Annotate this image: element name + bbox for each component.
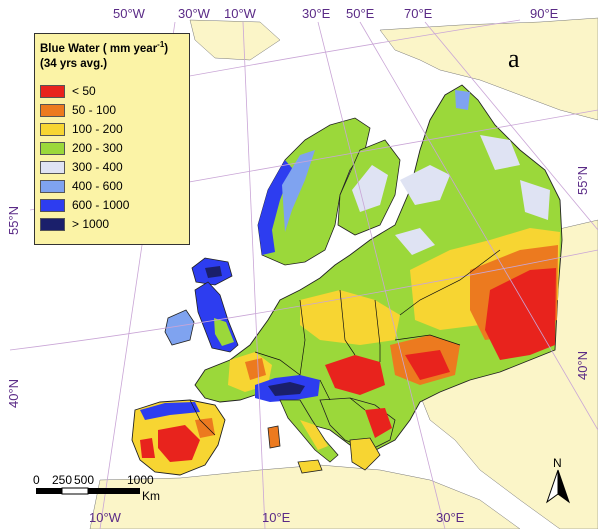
legend-item: 400 - 600 [40, 177, 190, 195]
legend-swatch [40, 85, 65, 98]
legend-title-text: Blue Water ( mm year [40, 42, 158, 55]
panel-label: a [508, 44, 520, 73]
graticule-label-top-70e: 70°E [404, 6, 433, 21]
iberia-red-1 [158, 425, 200, 462]
north-arrow-icon: N [546, 456, 570, 504]
legend-label: 600 - 1000 [72, 198, 130, 212]
balkans-red [365, 408, 392, 438]
graticule-label-bottom-10w: 10°W [89, 510, 121, 525]
legend-item: 600 - 1000 [40, 196, 190, 214]
outside-land-south [89, 464, 521, 529]
legend-title-close: ) [164, 42, 169, 55]
legend-title: Blue Water ( mm year-1) [40, 40, 168, 55]
legend-swatch [40, 123, 65, 136]
legend-item: 100 - 200 [40, 120, 190, 138]
scale-unit: Km [142, 489, 160, 503]
graticule-label-top-30e: 30°E [302, 6, 331, 21]
russia-wet-3 [520, 180, 550, 220]
legend-subtitle: (34 yrs avg.) [40, 58, 108, 70]
poland-germany-dry [300, 290, 400, 345]
graticule-label-left-40n: 40°N [6, 378, 21, 408]
legend-title-exponent: -1 [157, 40, 165, 49]
outside-land-north [379, 17, 598, 121]
pannonian-red [325, 355, 385, 395]
graticule-label-left-55n: 55°N [6, 205, 21, 235]
south-russia-red [485, 268, 556, 360]
scale-bar-segment [88, 488, 140, 494]
legend-label: 400 - 600 [72, 179, 123, 193]
italy-dry [300, 420, 328, 450]
greece [349, 437, 381, 471]
legend-item: 300 - 400 [40, 158, 190, 176]
north-arrow-left [546, 469, 559, 504]
russia-wet-2 [480, 135, 520, 170]
ukraine-red [405, 350, 450, 380]
legend-swatch [40, 180, 65, 193]
iceland-core [205, 266, 222, 278]
graticule-label-top-10w: 10°W [224, 6, 256, 21]
legend: Blue Water ( mm year-1) (34 yrs avg.) < … [34, 33, 190, 245]
iberia-orange [195, 418, 215, 438]
scale-bar-segment [36, 488, 62, 494]
graticule-label-top-50w: 50°W [113, 6, 145, 21]
legend-swatch [40, 161, 65, 174]
legend-item: < 50 [40, 82, 190, 100]
legend-item: 200 - 300 [40, 139, 190, 157]
legend-label: < 50 [72, 84, 96, 98]
graticule-label-right-40n: 40°N [575, 350, 590, 380]
sicily [297, 459, 323, 474]
north-arrow-right [557, 469, 570, 504]
legend-label: 300 - 400 [72, 160, 123, 174]
scale-bar-segment [61, 487, 89, 495]
north-label: N [553, 456, 562, 470]
russia-wet-5 [395, 228, 435, 255]
scale-tick-label: 250 [52, 473, 72, 487]
sardinia [267, 425, 281, 449]
iberia-north-wet [140, 402, 200, 420]
legend-label: 200 - 300 [72, 141, 123, 155]
greenland-land [189, 19, 281, 61]
graticule-label-right-55n: 55°N [575, 165, 590, 195]
legend-swatch [40, 104, 65, 117]
norway-mountains [282, 150, 315, 232]
france-orange [245, 358, 266, 380]
graticule-label-top-90e: 90°E [530, 6, 559, 21]
graticule-label-top-50e: 50°E [346, 6, 375, 21]
russia-wet-4 [455, 90, 470, 110]
finland-wet [352, 165, 388, 212]
graticule-label-top-30w: 30°W [178, 6, 210, 21]
ireland [164, 309, 195, 346]
scale-tick-label: 1000 [127, 473, 154, 487]
iberia-red-2 [140, 438, 155, 458]
graticule-label-bottom-10e: 10°E [262, 510, 291, 525]
graticule-label-bottom-30e: 30°E [436, 510, 465, 525]
legend-item: > 1000 [40, 215, 190, 233]
country-borders [189, 249, 501, 436]
scale-tick-label: 500 [74, 473, 94, 487]
legend-swatch [40, 218, 65, 231]
russia-wet-1 [400, 165, 450, 205]
england-east [214, 318, 234, 346]
legend-swatch [40, 199, 65, 212]
legend-label: > 1000 [72, 217, 110, 231]
legend-item: 50 - 100 [40, 101, 190, 119]
legend-swatch [40, 142, 65, 155]
alps-core [268, 382, 305, 396]
legend-label: 50 - 100 [72, 103, 117, 117]
scale-tick-label: 0 [33, 473, 40, 487]
legend-label: 100 - 200 [72, 122, 123, 136]
scale-bar: 0 250 500 1000 Km [33, 473, 160, 503]
